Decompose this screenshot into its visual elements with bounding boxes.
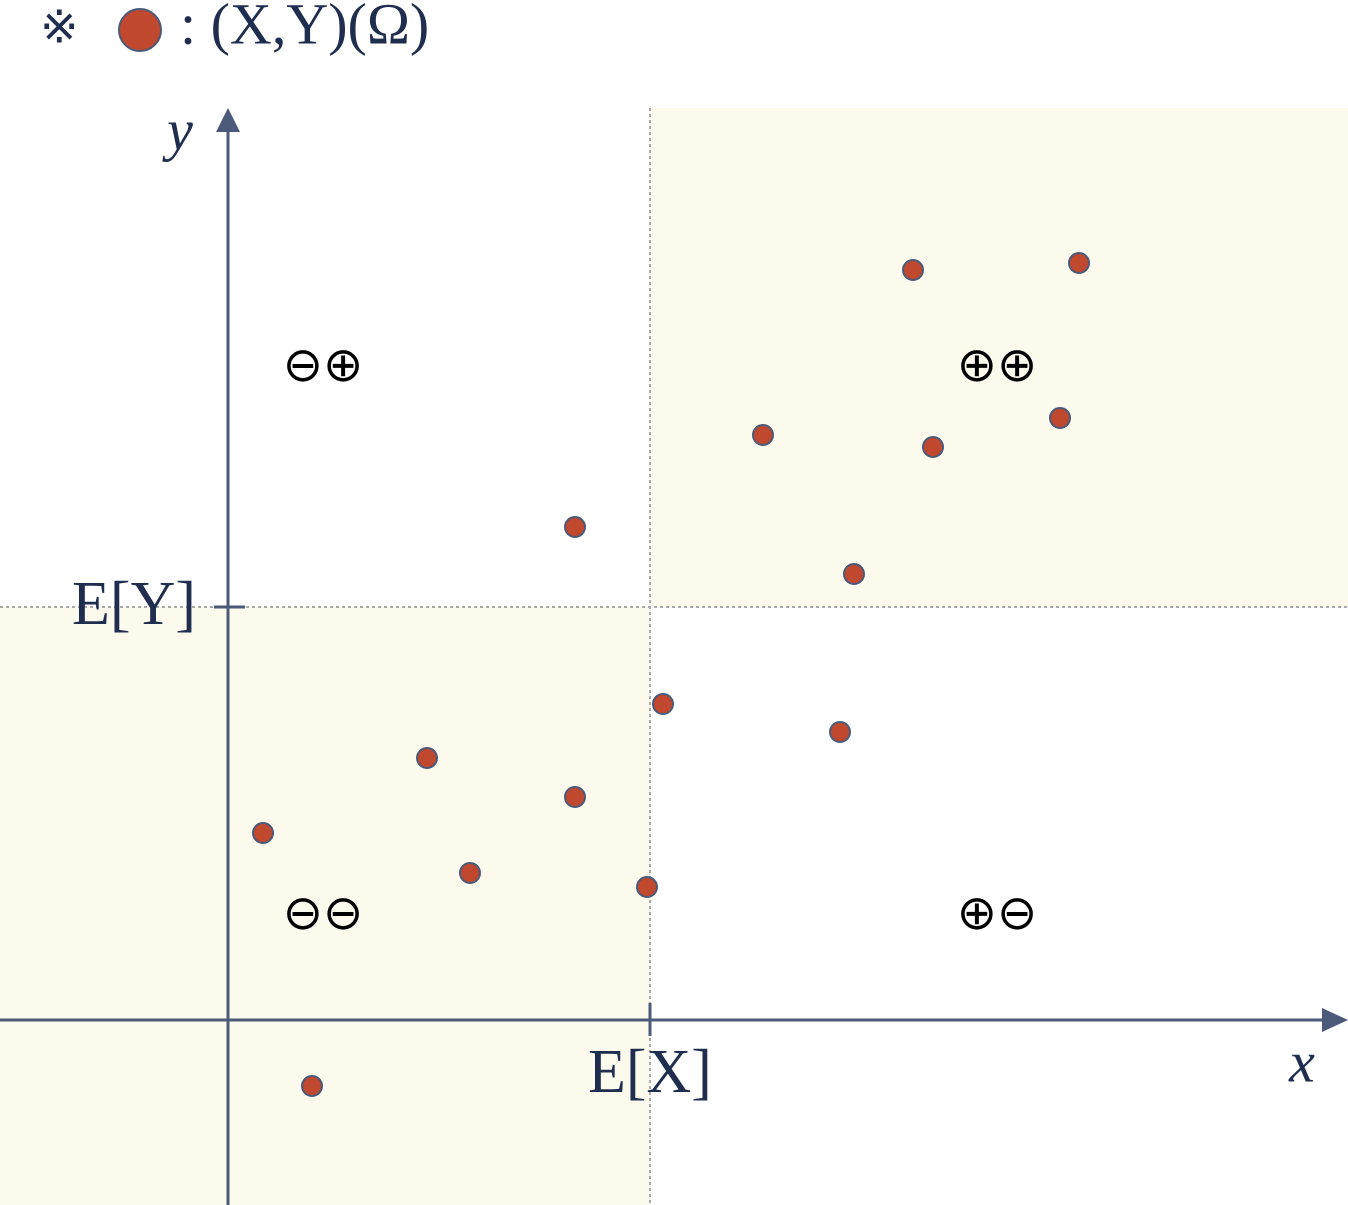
- point: [1068, 252, 1090, 274]
- positive-region: [0, 607, 650, 1205]
- legend-text: : (X,Y)(Ω): [180, 0, 429, 56]
- point: [416, 747, 438, 769]
- legend-point: [118, 8, 162, 52]
- x-label: x: [1288, 1029, 1315, 1094]
- mean-y-label: E[Y]: [72, 570, 196, 638]
- quadrant-label: ⊕⊖: [957, 885, 1037, 941]
- point: [252, 822, 274, 844]
- point: [636, 876, 658, 898]
- point: [902, 259, 924, 281]
- point: [459, 862, 481, 884]
- point: [843, 563, 865, 585]
- legend-symbol: ※: [40, 2, 79, 53]
- point: [922, 436, 944, 458]
- quadrant-label: ⊖⊕: [283, 337, 363, 393]
- point: [301, 1075, 323, 1097]
- quadrant-label: ⊕⊕: [957, 337, 1037, 393]
- point: [564, 516, 586, 538]
- positive-region: [650, 108, 1348, 607]
- point: [1049, 407, 1071, 429]
- quadrant-label: ⊖⊖: [283, 885, 363, 941]
- point: [829, 721, 851, 743]
- points: [252, 252, 1090, 1097]
- point: [652, 693, 674, 715]
- y-arrow: [216, 108, 240, 132]
- x-arrow: [1322, 1008, 1348, 1032]
- mean-x-label: E[X]: [588, 1038, 712, 1106]
- point: [564, 786, 586, 808]
- point: [752, 424, 774, 446]
- y-label: y: [162, 97, 193, 162]
